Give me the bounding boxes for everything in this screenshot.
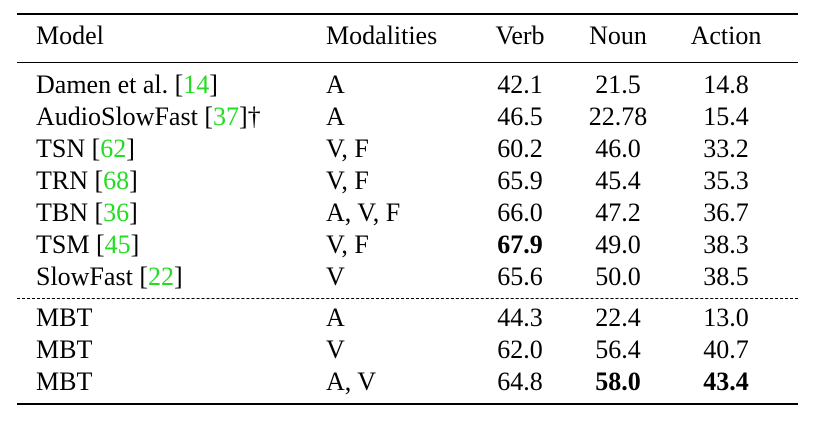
modalities-cell: V, F [326,166,369,195]
action-cell: 33.2 [703,134,749,163]
action-cell: 13.0 [703,303,749,332]
modalities-cell: V, F [326,134,369,163]
header-model: Model [36,21,104,50]
noun-cell: 22.4 [595,303,641,332]
noun-cell: 21.5 [595,70,641,99]
noun-cell: 22.78 [588,102,648,131]
model-cell: TRN [68] [36,166,138,195]
model-cell: MBT [36,335,93,364]
model-cell: AudioSlowFast [37]† [36,102,261,131]
noun-cell: 50.0 [595,262,641,291]
noun-cell: 45.4 [595,166,641,195]
modalities-cell: V, F [326,230,369,259]
noun-cell: 56.4 [595,335,641,364]
citation-link[interactable]: 62 [100,134,127,163]
action-cell: 36.7 [703,198,749,227]
verb-cell-best: 67.9 [497,230,543,259]
model-name: TSN [36,134,92,163]
model-cell: SlowFast [22] [36,262,183,291]
verb-cell: 65.9 [497,166,543,195]
model-name: AudioSlowFast [36,102,205,131]
noun-cell: 49.0 [595,230,641,259]
verb-cell: 65.6 [497,262,543,291]
model-cell: MBT [36,367,93,396]
citation-link[interactable]: 45 [104,230,131,259]
header-rule [17,62,798,64]
header-noun: Noun [589,21,647,50]
model-cell: MBT [36,303,93,332]
modalities-cell: A [326,303,345,332]
header-verb: Verb [495,21,545,50]
noun-cell-best: 58.0 [595,367,641,396]
model-name: TRN [36,166,95,195]
action-cell: 40.7 [703,335,749,364]
verb-cell: 44.3 [497,303,543,332]
dagger-mark: † [247,102,261,131]
model-cell: TBN [36] [36,198,138,227]
modalities-cell: A, V [326,367,377,396]
action-cell: 38.5 [703,262,749,291]
model-cell: TSN [62] [36,134,135,163]
action-cell: 15.4 [703,102,749,131]
noun-cell: 47.2 [595,198,641,227]
verb-cell: 62.0 [497,335,543,364]
modalities-cell: A [326,102,345,131]
modalities-cell: A, V, F [326,198,401,227]
action-cell: 35.3 [703,166,749,195]
action-cell-best: 43.4 [703,367,749,396]
noun-cell: 46.0 [595,134,641,163]
header-action: Action [690,21,762,50]
citation-link[interactable]: 22 [147,262,174,291]
verb-cell: 64.8 [497,367,543,396]
model-name: Damen et al. [36,70,175,99]
verb-cell: 66.0 [497,198,543,227]
modalities-cell: A [326,70,345,99]
model-cell: TSM [45] [36,230,140,259]
bottom-rule [17,403,798,405]
citation-link[interactable]: 37 [212,102,239,131]
action-cell: 14.8 [703,70,749,99]
model-name: TSM [36,230,96,259]
modalities-cell: V [326,262,345,291]
action-cell: 38.3 [703,230,749,259]
top-rule [17,13,798,15]
verb-cell: 60.2 [497,134,543,163]
model-name: SlowFast [36,262,140,291]
citation-link[interactable]: 36 [103,198,130,227]
dashed-separator [17,298,798,299]
verb-cell: 42.1 [497,70,543,99]
header-modalities: Modalities [326,21,438,50]
model-name: TBN [36,198,95,227]
modalities-cell: V [326,335,345,364]
verb-cell: 46.5 [497,102,543,131]
citation-link[interactable]: 14 [183,70,210,99]
model-cell: Damen et al. [14] [36,70,218,99]
citation-link[interactable]: 68 [103,166,130,195]
